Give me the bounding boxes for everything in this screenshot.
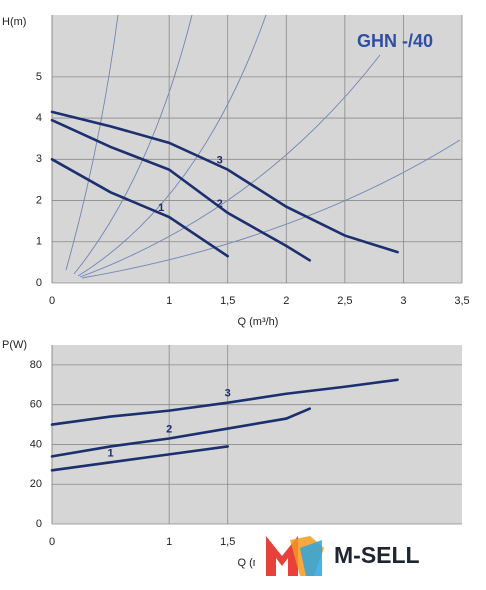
curve-label: 2: [217, 198, 223, 210]
x-tick-label: 0: [49, 536, 55, 548]
x-tick-label: 2: [283, 295, 289, 307]
x-tick-label: 1: [166, 536, 172, 548]
y-tick-label: 40: [30, 438, 42, 450]
chart-title: GHN -/40: [357, 31, 433, 51]
curve-label: 3: [225, 388, 231, 400]
y-tick-label: 20: [30, 478, 42, 490]
x-axis-label: Q (m³/h): [238, 316, 279, 328]
y-tick-label: 80: [30, 359, 42, 371]
system-curve: [77, 14, 267, 277]
curve-label: 3: [217, 155, 223, 167]
y-tick-label: 0: [36, 518, 42, 530]
logo-icon: [300, 540, 322, 576]
system-curve: [65, 14, 119, 271]
y-tick-label: 3: [36, 153, 42, 165]
curve: [50, 118, 312, 262]
curve: [50, 445, 230, 472]
y-tick-label: 5: [36, 71, 42, 83]
plot-area: [52, 15, 462, 283]
x-tick-label: 1,5: [220, 295, 235, 307]
y-axis-label: P(W): [2, 339, 27, 351]
curve-label: 1: [108, 447, 114, 459]
x-tick-label: 3,5: [454, 295, 469, 307]
logo-text: M-SELL: [334, 542, 420, 568]
logo-icon: [266, 536, 298, 576]
x-tick-label: 1: [166, 295, 172, 307]
curve: [50, 110, 399, 254]
system-curves: [65, 14, 461, 279]
plot-area: [52, 345, 462, 524]
x-tick-label: 2,5: [337, 295, 352, 307]
y-tick-label: 2: [36, 194, 42, 206]
y-tick-label: 4: [36, 112, 42, 124]
curve-label: 2: [166, 423, 172, 435]
y-axis-label: H(m): [2, 16, 26, 28]
system-curve: [81, 139, 461, 279]
curve-label: 1: [158, 202, 164, 214]
curve: [50, 378, 399, 426]
curve: [50, 407, 312, 458]
curve: [50, 158, 230, 258]
y-tick-label: 60: [30, 399, 42, 411]
x-tick-label: 1,5: [220, 536, 235, 548]
x-tick-label: 0: [49, 295, 55, 307]
system-curve: [79, 54, 381, 278]
x-tick-label: 3: [400, 295, 406, 307]
y-tick-label: 1: [36, 236, 42, 248]
system-curve: [73, 14, 193, 275]
logo: M-SELL: [255, 528, 486, 590]
y-tick-label: 0: [36, 277, 42, 289]
